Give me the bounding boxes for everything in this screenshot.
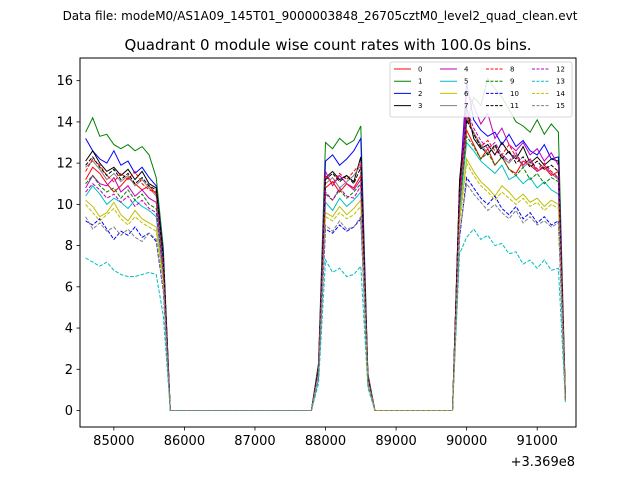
series-layer	[85, 77, 566, 411]
legend-box	[389, 61, 573, 118]
y-tick-label: 4	[65, 322, 73, 337]
legend-label-9: 9	[510, 78, 514, 86]
y-tick-label: 12	[56, 157, 73, 172]
legend-label-2: 2	[418, 90, 422, 98]
y-tick-label: 0	[65, 404, 73, 419]
y-axis: 0 2 4 6 8 10 12 14 16	[56, 74, 80, 419]
series-line-13	[85, 228, 566, 411]
legend-label-15: 15	[556, 102, 565, 110]
y-tick-label: 6	[65, 280, 73, 295]
legend-label-12: 12	[556, 66, 565, 74]
y-tick-label: 16	[56, 74, 73, 89]
legend-label-14: 14	[556, 90, 565, 98]
legend-label-3: 3	[418, 102, 422, 110]
x-tick-label: 86000	[164, 434, 205, 449]
x-tick-label: 85000	[93, 434, 134, 449]
x-tick-label: 90000	[446, 434, 487, 449]
legend-label-0: 0	[418, 66, 422, 74]
legend-label-7: 7	[464, 102, 468, 110]
x-offset-label: +3.369e8	[511, 455, 575, 470]
legend-label-10: 10	[510, 90, 519, 98]
series-line-15	[85, 182, 566, 411]
legend-label-11: 11	[510, 102, 519, 110]
legend-label-1: 1	[418, 78, 422, 86]
y-tick-label: 14	[56, 115, 73, 130]
legend-label-4: 4	[464, 66, 469, 74]
y-tick-label: 10	[56, 198, 73, 213]
x-tick-label: 88000	[305, 434, 346, 449]
legend-label-5: 5	[464, 78, 468, 86]
y-tick-label: 2	[65, 363, 73, 378]
legend-label-13: 13	[556, 78, 565, 86]
x-tick-label: 91000	[517, 434, 558, 449]
legend-label-6: 6	[464, 90, 469, 98]
x-axis: 85000 86000 87000 88000 89000 90000 91000	[93, 427, 558, 449]
chart-title: Quadrant 0 module wise count rates with …	[124, 36, 531, 54]
y-tick-label: 8	[65, 239, 73, 254]
x-tick-label: 89000	[375, 434, 416, 449]
x-tick-label: 87000	[234, 434, 275, 449]
data-file-label: Data file: modeM0/AS1A09_145T01_90000038…	[63, 9, 578, 23]
plot-frame	[79, 57, 577, 428]
legend-label-8: 8	[510, 66, 514, 74]
series-line-9	[85, 134, 566, 411]
